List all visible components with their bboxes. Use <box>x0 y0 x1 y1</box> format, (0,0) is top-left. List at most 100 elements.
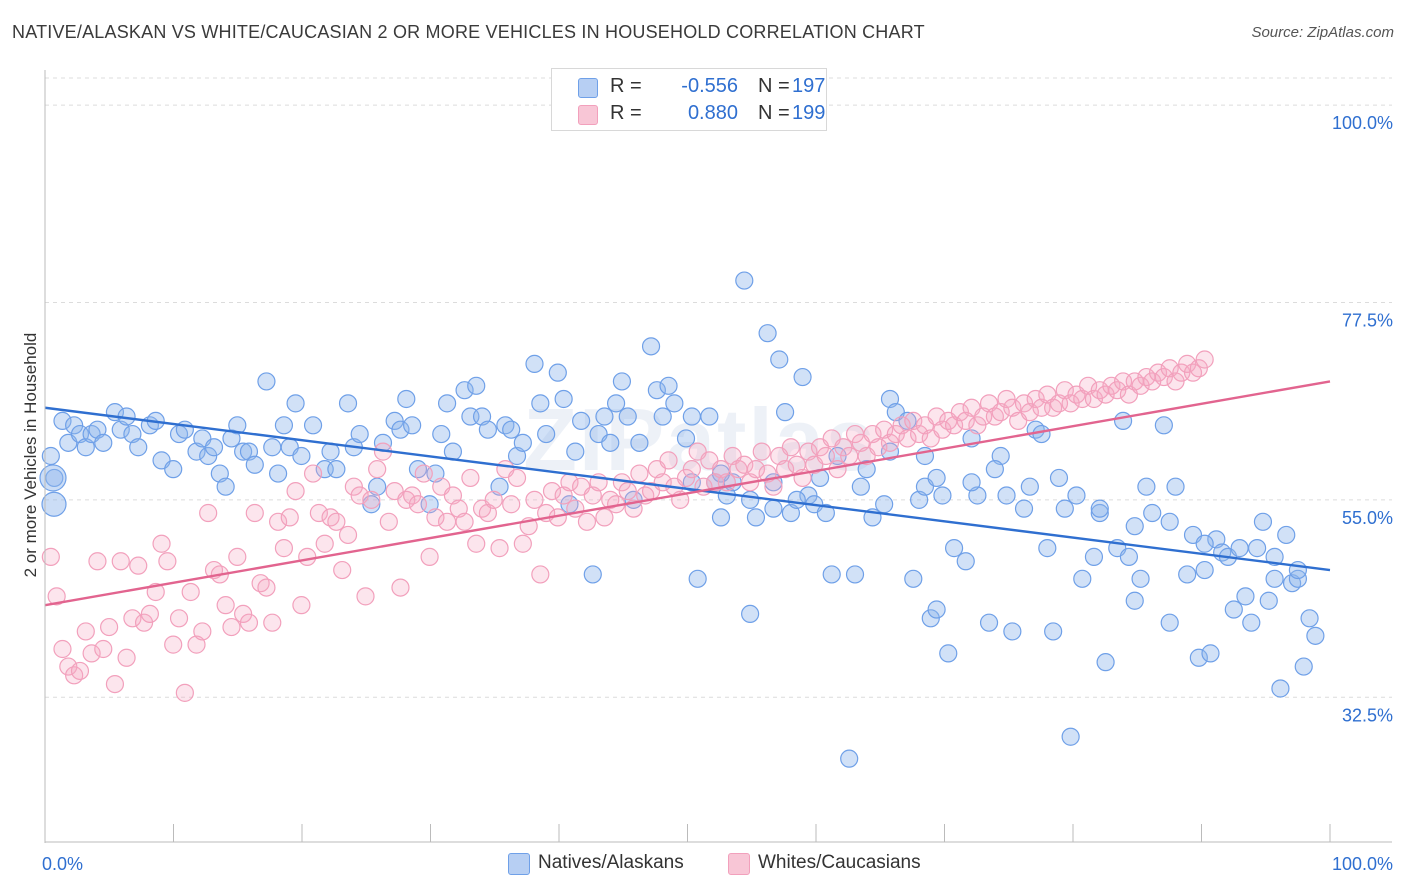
white-point <box>467 534 486 553</box>
y-tick-label: 32.5% <box>1342 705 1393 725</box>
native-point <box>606 394 626 413</box>
legend-n-value: 197 <box>792 75 826 97</box>
white-point <box>525 490 544 509</box>
legend-box: R = -0.556 N = 197 R = 0.880 N = 199 <box>551 68 827 131</box>
native-point <box>1224 600 1243 619</box>
native-point <box>676 429 696 448</box>
white-point <box>362 490 381 509</box>
white-point <box>199 503 218 523</box>
native-point <box>641 337 661 356</box>
white-point <box>461 468 480 488</box>
native-point <box>41 491 67 517</box>
white-point <box>280 508 299 527</box>
white-point <box>82 644 101 663</box>
white-point <box>676 468 696 488</box>
legend-swatch-natives <box>578 78 598 98</box>
white-point <box>1061 394 1080 413</box>
white-point <box>898 429 917 448</box>
native-point <box>758 324 777 343</box>
native-point <box>274 416 294 435</box>
grid-layer <box>45 77 1392 698</box>
native-point <box>164 460 183 479</box>
white-point <box>746 460 766 479</box>
bottom-legend-label-natives: Natives/Alaskans <box>538 852 684 873</box>
white-point <box>414 464 433 483</box>
white-point <box>577 512 597 531</box>
native-point <box>927 600 946 619</box>
native-point <box>665 394 684 413</box>
white-point <box>239 613 259 632</box>
white-point <box>274 539 294 558</box>
native-point <box>537 424 556 444</box>
white-point <box>286 481 305 501</box>
legend-n-value: 199 <box>792 102 826 124</box>
white-point <box>134 613 154 632</box>
white-point <box>140 604 159 624</box>
white-point <box>531 565 550 584</box>
y-axis-label: 2 or more Vehicles in Household <box>21 333 40 578</box>
native-point <box>1236 587 1255 606</box>
white-point <box>869 438 888 457</box>
native-point <box>601 433 620 452</box>
native-point <box>1090 499 1109 518</box>
white-point <box>59 657 78 676</box>
native-point <box>45 468 64 488</box>
native-point <box>1189 648 1208 667</box>
native-point <box>216 477 235 496</box>
white-point <box>910 424 929 444</box>
white-point <box>333 560 352 580</box>
native-point <box>1143 503 1162 523</box>
white-point <box>1096 385 1115 404</box>
white-point <box>502 495 521 514</box>
native-point <box>263 438 282 457</box>
native-point <box>962 473 981 492</box>
native-point <box>787 490 806 509</box>
native-point <box>583 565 602 584</box>
white-point <box>426 508 445 527</box>
x-tick-label: 0.0% <box>42 854 83 874</box>
native-point <box>1131 569 1150 588</box>
white-point <box>420 547 439 566</box>
bottom-legend-label-whites: Whites/Caucasians <box>758 852 921 873</box>
white-point <box>309 503 328 523</box>
white-point <box>1084 389 1104 409</box>
native-point <box>257 372 276 391</box>
native-point <box>1113 411 1133 431</box>
native-point <box>566 442 585 461</box>
native-point <box>513 433 532 452</box>
white-point <box>630 464 649 483</box>
white-point <box>164 635 183 654</box>
white-point <box>356 587 375 606</box>
native-point <box>234 442 253 461</box>
native-point <box>933 486 952 505</box>
white-point <box>111 552 130 571</box>
native-point <box>956 552 975 571</box>
native-point <box>741 604 760 624</box>
white-point <box>94 639 113 659</box>
native-point <box>857 460 876 479</box>
y-tick-label: 100.0% <box>1332 113 1393 133</box>
white-point <box>123 609 142 628</box>
white-point <box>1014 394 1034 413</box>
white-point <box>100 617 119 637</box>
white-point <box>245 503 264 523</box>
native-point <box>199 446 218 466</box>
white-point <box>292 596 311 615</box>
native-point <box>554 389 573 409</box>
white-point <box>368 460 387 479</box>
white-point <box>76 622 95 641</box>
native-point <box>350 424 369 444</box>
native-point <box>845 565 865 584</box>
white-point <box>840 446 859 466</box>
legend-n-label: N = <box>758 102 790 124</box>
native-point <box>228 416 247 435</box>
white-point <box>152 534 171 553</box>
white-point <box>455 512 474 531</box>
native-point <box>303 416 323 435</box>
native-point <box>921 609 940 628</box>
native-point <box>1300 609 1319 628</box>
native-point <box>327 460 346 479</box>
legend-n-label: N = <box>758 75 790 97</box>
native-point <box>851 477 870 496</box>
